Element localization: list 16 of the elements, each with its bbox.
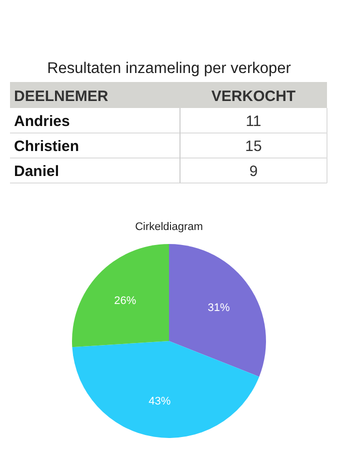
text: Resultaten inzameling per verkoper bbox=[47, 60, 291, 77]
pie-slice bbox=[72, 341, 260, 438]
category-label: Andries bbox=[14, 113, 70, 130]
data-label: 9 bbox=[249, 163, 258, 180]
data-label: 11 bbox=[246, 113, 262, 130]
text: DEELNEMER bbox=[14, 88, 108, 105]
data-label: 15 bbox=[245, 138, 262, 155]
pie-slice bbox=[169, 244, 266, 377]
category-label: Christien bbox=[14, 138, 80, 155]
category-label: Daniel bbox=[14, 163, 60, 180]
pie-slice bbox=[72, 244, 169, 348]
data-label: 43% bbox=[148, 395, 171, 408]
data-label: 31% bbox=[208, 302, 230, 314]
text: VERKOCHT bbox=[211, 88, 296, 105]
chart-title: Cirkeldiagram bbox=[135, 221, 203, 233]
data-label: 26% bbox=[114, 294, 136, 307]
